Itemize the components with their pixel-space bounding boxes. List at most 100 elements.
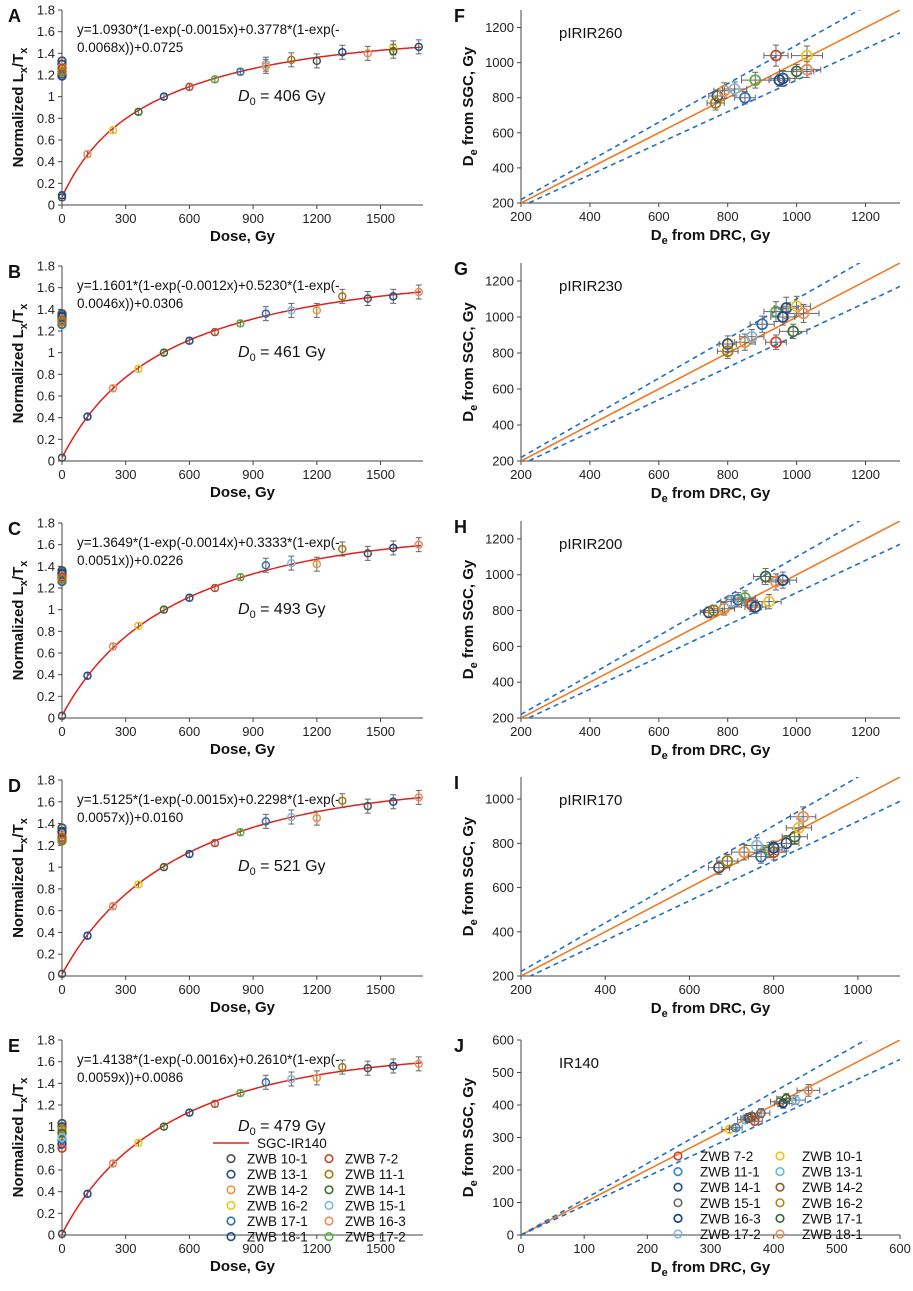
comparison-panel-g: 200 400 600 800 1000 1200 200 400 600 800 1000 1200…: [454, 259, 900, 505]
x-tick-label: 1500: [366, 467, 395, 482]
y-title-sub: x: [18, 817, 30, 824]
comparison-panel-h: 200 400 600 800 1000 1200 200 400 600 800 1000 1200…: [454, 517, 900, 762]
y-tick-label: 0.2: [37, 689, 55, 704]
legend-label: ZWB 18-1: [802, 1227, 863, 1242]
legend-label: ZWB 15-1: [345, 1198, 406, 1213]
data-point: [57, 1229, 67, 1239]
y-tick-label: 200: [492, 196, 514, 211]
y-tick-label: 0.8: [37, 1141, 55, 1156]
y-tick-label: 1.4: [37, 559, 55, 574]
y-tick-label: 0.8: [37, 624, 55, 639]
y-tick-label: 800: [492, 346, 514, 361]
x-tick-label: 400: [579, 209, 601, 224]
legend-curve-label: SGC-IR140: [257, 1136, 327, 1151]
x-tick-label: 600: [889, 1241, 911, 1256]
natural-signal-point: [57, 1132, 67, 1143]
y-tick-label: 0.6: [37, 646, 55, 661]
y-tick-label: 1: [48, 345, 55, 360]
fit-equation-line1: y=1.5125*(1-exp(-0.0015x)+0.2298*(1-exp(…: [77, 792, 340, 807]
y-title-mid: /T: [10, 310, 27, 323]
y-axis-title: Normalized Lx/Tx: [10, 303, 30, 424]
data-point: [793, 822, 805, 834]
y-tick-label: 1.6: [37, 280, 55, 295]
fitted-curve: [61, 46, 421, 198]
fitted-curve: [61, 544, 421, 716]
data-point: [134, 880, 143, 889]
legend-label: ZWB 13-1: [247, 1167, 308, 1182]
legend-marker: [673, 1166, 683, 1177]
fit-equation-line1: y=1.3649*(1-exp(-0.0014x)+0.3333*(1-exp(…: [77, 535, 340, 550]
legend-marker: [324, 1153, 334, 1164]
y-axis-title: Normalized Lx/Tx: [10, 817, 30, 938]
data-point: [83, 671, 92, 680]
data-point: [57, 191, 67, 200]
y-tick-label: 200: [492, 711, 514, 726]
x-tick-label: 600: [648, 467, 670, 482]
data-point: [338, 1062, 347, 1072]
panel-label: G: [454, 259, 468, 279]
legend-marker: [673, 1198, 683, 1208]
x-title-sub: e: [662, 1008, 668, 1020]
legend-marker: [324, 1200, 334, 1210]
y-tick-label: 1.8: [37, 516, 55, 531]
data-point: [730, 1122, 741, 1133]
y-tick-label: 0.6: [37, 133, 55, 148]
data-point: [745, 330, 758, 343]
y-tick-label: 600: [492, 880, 514, 895]
data-point: [363, 49, 373, 58]
data-point: [108, 126, 118, 135]
x-tick-label: 200: [636, 1241, 658, 1256]
x-tick-label: 200: [510, 982, 532, 997]
legend-marker: [673, 1151, 683, 1161]
data-point: [134, 1138, 143, 1148]
y-title-rest: from SGC, Gy: [460, 1077, 477, 1180]
x-tick-label: 1200: [302, 724, 331, 739]
y-tick-label: 1.8: [37, 1033, 55, 1048]
d0-symbol: D: [238, 1118, 250, 1135]
legend-marker: [226, 1153, 236, 1164]
y-tick-label: 1000: [485, 310, 514, 325]
drc-panel-c: 0 0.2 0.4 0.6 0.8 1 1.2 1.4 1.6 1.8 0 300 600 900 1200…: [8, 516, 424, 758]
legend-label: ZWB 16-2: [802, 1196, 863, 1211]
data-point: [749, 74, 762, 87]
fitted-curve: [61, 291, 421, 459]
d0-value: D0 = 406 Gy: [238, 88, 326, 108]
x-title-rest: from DRC, Gy: [668, 485, 771, 502]
d0-symbol: D: [238, 344, 250, 361]
legend-label: ZWB 7-2: [345, 1152, 398, 1167]
x-title-rest: from DRC, Gy: [668, 1000, 771, 1017]
x-tick-label: 0: [517, 1241, 524, 1256]
data-point: [83, 931, 92, 940]
data-point: [287, 1074, 296, 1084]
legend-label: ZWB 14-2: [247, 1183, 308, 1198]
fit-equation-line2: 0.0051x))+0.0226: [77, 553, 183, 568]
panel-label: F: [454, 6, 465, 26]
data-point: [801, 63, 813, 76]
d0-sub: 0: [250, 866, 256, 878]
x-tick-label: 1500: [366, 982, 395, 997]
legend-marker: [324, 1169, 334, 1179]
y-tick-label: 200: [492, 454, 514, 469]
y-tick-label: 0.8: [37, 881, 55, 896]
y-tick-label: 300: [492, 1130, 514, 1145]
legend-label: ZWB 15-1: [700, 1196, 761, 1211]
d0-number: = 479 Gy: [256, 1118, 326, 1135]
legend-marker: [226, 1185, 236, 1195]
x-axis-title: De from DRC, Gy: [651, 1000, 771, 1020]
x-title-rest: from DRC, Gy: [668, 742, 771, 759]
x-tick-label: 1200: [302, 982, 331, 997]
y-axis-title: Normalized Lx/Tx: [10, 47, 30, 168]
y-tick-label: 0: [48, 198, 55, 213]
x-tick-label: 1200: [302, 211, 331, 226]
d0-number: = 406 Gy: [256, 88, 326, 105]
y-tick-label: 0: [507, 1228, 514, 1243]
y-tick-label: 0: [48, 1228, 55, 1243]
data-point: [236, 1088, 245, 1098]
legend-marker: [226, 1216, 236, 1226]
one-to-one-line: [521, 521, 900, 718]
panel-label: H: [454, 517, 467, 537]
x-tick-label: 300: [115, 211, 137, 226]
y-tick-label: 0.4: [37, 925, 55, 940]
fit-equation-line1: y=1.0930*(1-exp(-0.0015x)+0.3778*(1-exp(…: [77, 22, 340, 37]
